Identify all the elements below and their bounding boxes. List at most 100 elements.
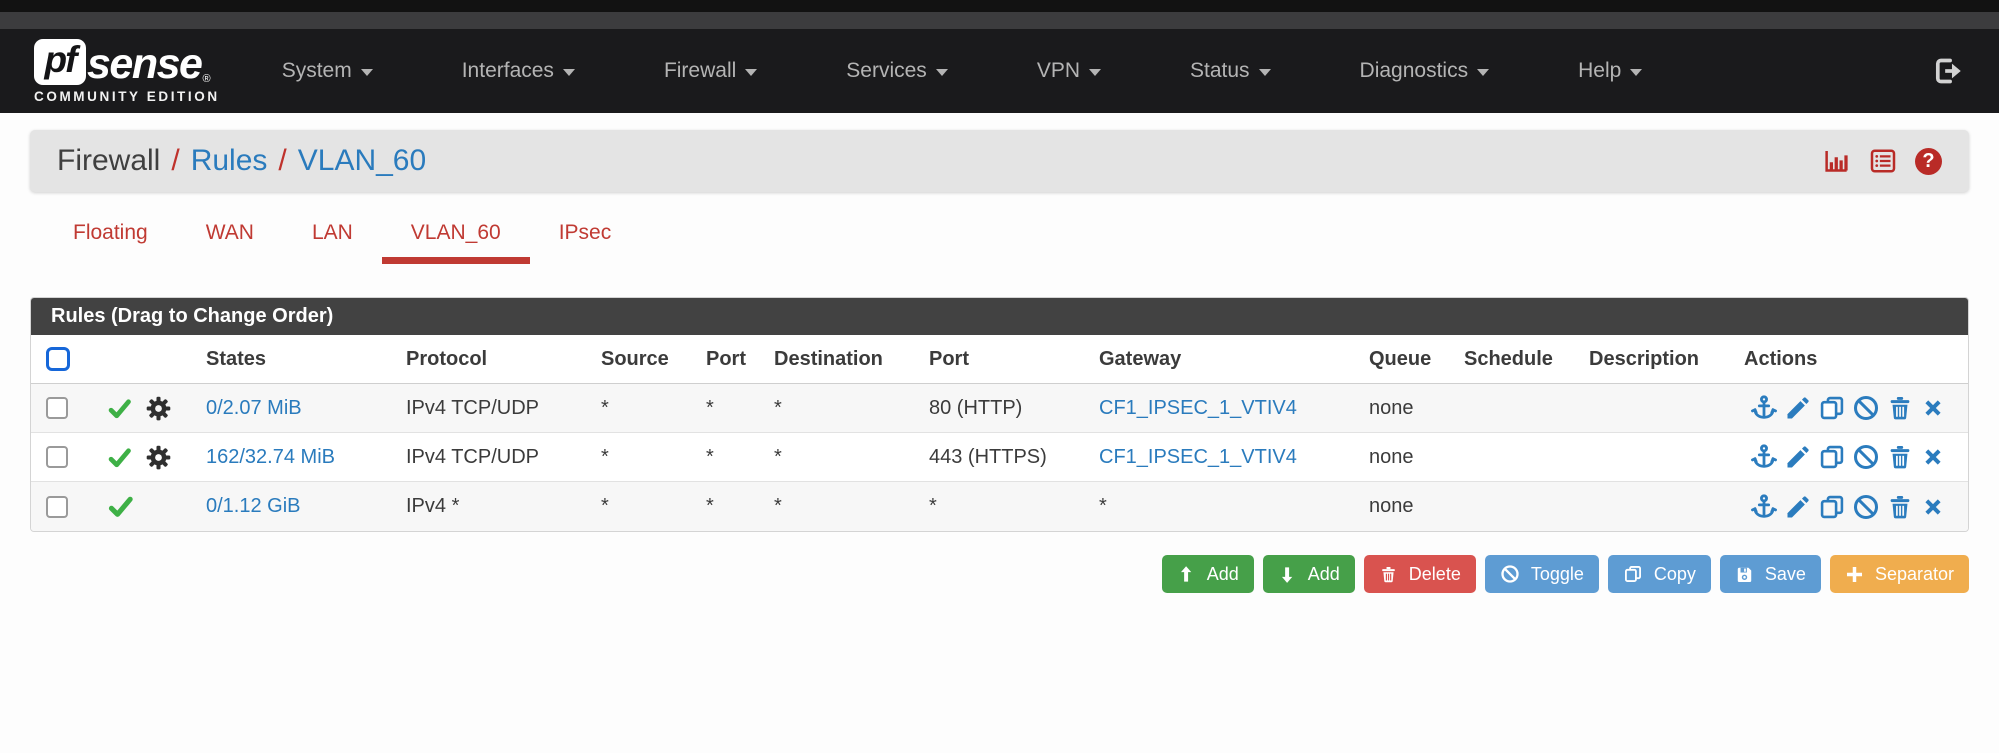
table-row[interactable]: 0/1.12 GiB IPv4 * * * * * * none xyxy=(31,481,1968,532)
tab-floating[interactable]: Floating xyxy=(73,221,148,244)
table-row[interactable]: 0/2.07 MiB IPv4 TCP/UDP * * * 80 (HTTP) … xyxy=(31,383,1968,433)
header-actions: Actions xyxy=(1729,335,1968,384)
delete-selected-button[interactable]: Delete xyxy=(1363,555,1476,593)
nav-label: Firewall xyxy=(663,59,737,82)
anchor-icon[interactable] xyxy=(1750,493,1778,521)
trash-icon[interactable] xyxy=(1886,493,1914,521)
plus-icon xyxy=(1846,566,1862,582)
ban-icon[interactable] xyxy=(1852,394,1880,422)
bar-chart-icon[interactable] xyxy=(1821,146,1851,176)
cell-description xyxy=(1574,482,1729,532)
row-checkbox[interactable] xyxy=(46,397,68,419)
header-destination: Destination xyxy=(759,335,914,384)
button-label: Separator xyxy=(1874,563,1954,584)
add-separator-button[interactable]: Separator xyxy=(1829,555,1969,593)
copy-selected-button[interactable]: Copy xyxy=(1607,555,1711,593)
trash-icon xyxy=(1381,566,1395,582)
nav-item-interfaces[interactable]: Interfaces xyxy=(462,59,575,83)
tab-ipsec[interactable]: IPsec xyxy=(558,221,612,244)
nav-item-status[interactable]: Status xyxy=(1190,59,1271,83)
cell-dest-port: * xyxy=(929,495,937,517)
nav-label: Diagnostics xyxy=(1359,59,1469,82)
page-header: Firewall / Rules / VLAN_60 ? xyxy=(30,130,1969,192)
log-list-icon[interactable] xyxy=(1868,146,1898,176)
trash-icon[interactable] xyxy=(1886,443,1914,471)
nav-item-services[interactable]: Services xyxy=(846,59,948,83)
copy-icon xyxy=(1624,566,1641,582)
cell-queue: none xyxy=(1354,383,1449,433)
edit-pencil-icon[interactable] xyxy=(1784,493,1812,521)
chevron-down-icon xyxy=(745,69,758,76)
select-all-checkbox[interactable] xyxy=(46,347,70,371)
nav-item-firewall[interactable]: Firewall xyxy=(663,59,758,83)
advanced-gear-icon xyxy=(146,396,171,420)
delete-x-icon[interactable] xyxy=(1920,494,1946,520)
ban-icon[interactable] xyxy=(1852,493,1880,521)
gateway-link[interactable]: CF1_IPSEC_1_VTIV4 xyxy=(1099,445,1297,468)
add-rule-bottom-button[interactable]: Add xyxy=(1262,555,1355,593)
cell-queue: none xyxy=(1354,432,1449,482)
pfsense-logo[interactable]: pf sense ® COMMUNITY EDITION xyxy=(34,38,220,104)
cell-source: * xyxy=(586,383,691,433)
header-schedule: Schedule xyxy=(1449,335,1574,384)
nav-label: VPN xyxy=(1036,59,1080,82)
header-port: Port xyxy=(691,335,759,384)
states-link[interactable]: 0/2.07 MiB xyxy=(206,396,302,419)
states-link[interactable]: 162/32.74 MiB xyxy=(206,445,335,468)
brand-edition: COMMUNITY EDITION xyxy=(34,88,220,104)
trash-icon[interactable] xyxy=(1886,394,1914,422)
cell-queue: none xyxy=(1369,495,1414,517)
nav-item-system[interactable]: System xyxy=(282,59,373,83)
breadcrumb-link-rules[interactable]: Rules xyxy=(190,144,268,177)
cell-dest-port: 80 (HTTP) xyxy=(914,383,1084,433)
tab-lan[interactable]: LAN xyxy=(311,221,353,244)
save-button[interactable]: Save xyxy=(1719,555,1821,593)
rules-footer-actions: Add Add Delete Toggle Copy Save Separato… xyxy=(30,555,1969,593)
cell-source: * xyxy=(601,495,609,517)
copy-icon[interactable] xyxy=(1818,394,1846,422)
cell-protocol: IPv4 TCP/UDP xyxy=(391,383,586,433)
header-dest-port: Port xyxy=(914,335,1084,384)
rule-pass-check-icon xyxy=(108,398,131,418)
row-checkbox[interactable] xyxy=(46,495,68,518)
cell-destination: * xyxy=(759,432,914,482)
breadcrumb: Firewall / Rules / VLAN_60 xyxy=(57,144,426,178)
brand-name: sense xyxy=(87,39,203,88)
nav-label: Services xyxy=(846,59,927,82)
add-rule-top-button[interactable]: Add xyxy=(1161,555,1254,593)
nav-item-vpn[interactable]: VPN xyxy=(1037,59,1101,83)
anchor-icon[interactable] xyxy=(1750,443,1778,471)
ban-icon[interactable] xyxy=(1852,443,1880,471)
edit-pencil-icon[interactable] xyxy=(1784,443,1812,471)
nav-label: Help xyxy=(1578,59,1622,82)
nav-item-help[interactable]: Help xyxy=(1578,59,1643,83)
rule-pass-check-icon xyxy=(108,447,131,467)
tab-vlan60[interactable]: VLAN_60 xyxy=(381,208,530,264)
gateway-link[interactable]: CF1_IPSEC_1_VTIV4 xyxy=(1099,396,1297,419)
tab-wan[interactable]: WAN xyxy=(205,221,254,244)
edit-pencil-icon[interactable] xyxy=(1784,394,1812,422)
cell-source-port: * xyxy=(691,432,759,482)
nav-label: Interfaces xyxy=(461,59,554,82)
copy-icon[interactable] xyxy=(1818,443,1846,471)
delete-x-icon[interactable] xyxy=(1920,395,1946,421)
help-question-icon[interactable]: ? xyxy=(1915,147,1942,175)
ban-icon xyxy=(1501,565,1519,583)
nav-item-diagnostics[interactable]: Diagnostics xyxy=(1360,59,1490,83)
cell-destination: * xyxy=(759,383,914,433)
header-status-icons xyxy=(91,335,191,384)
anchor-icon[interactable] xyxy=(1750,394,1778,422)
sign-out-icon xyxy=(1935,58,1961,84)
breadcrumb-link-interface[interactable]: VLAN_60 xyxy=(297,144,427,177)
states-link[interactable]: 0/1.12 GiB xyxy=(206,495,301,517)
header-description: Description xyxy=(1574,335,1729,384)
row-checkbox[interactable] xyxy=(46,446,68,468)
toggle-selected-button[interactable]: Toggle xyxy=(1484,555,1599,593)
logout-button[interactable] xyxy=(1931,54,1965,88)
cell-schedule xyxy=(1449,383,1574,433)
copy-icon[interactable] xyxy=(1818,493,1846,521)
delete-x-icon[interactable] xyxy=(1920,444,1946,470)
table-row[interactable]: 162/32.74 MiB IPv4 TCP/UDP * * * 443 (HT… xyxy=(31,432,1968,482)
cell-schedule xyxy=(1449,432,1574,482)
header-protocol: Protocol xyxy=(391,335,586,384)
